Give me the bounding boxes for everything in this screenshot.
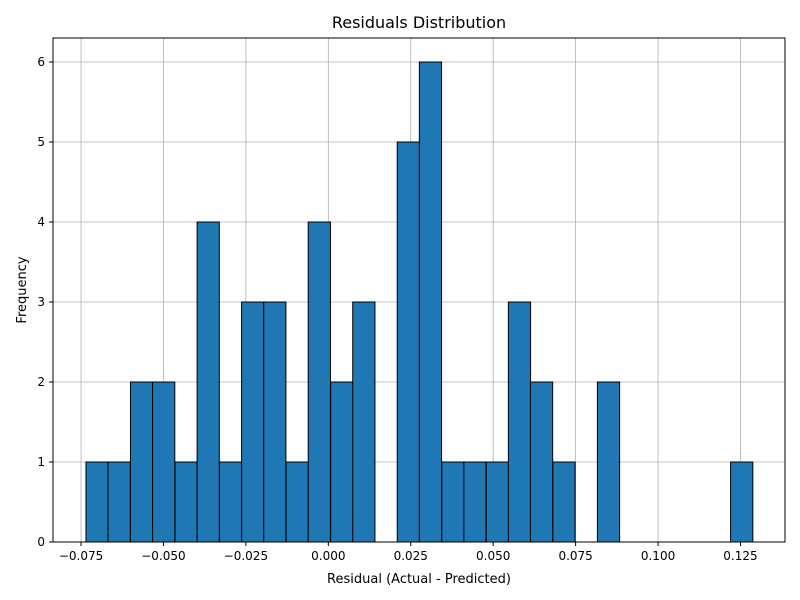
histogram-bar xyxy=(174,461,198,543)
x-tick-label: 0.025 xyxy=(394,549,428,563)
x-tick-label: 0.075 xyxy=(558,549,592,563)
histogram-bar xyxy=(352,301,376,543)
x-tick-label: 0.100 xyxy=(641,549,675,563)
histogram-bar xyxy=(463,461,487,543)
histogram-bar xyxy=(330,381,354,543)
y-tick-label: 3 xyxy=(37,295,45,309)
x-axis-title: Residual (Actual - Predicted) xyxy=(327,572,511,587)
histogram-bar xyxy=(552,461,576,543)
histogram-bar xyxy=(241,301,265,543)
y-tick-label: 6 xyxy=(37,55,45,69)
y-tick-label: 2 xyxy=(37,375,45,389)
histogram-bar xyxy=(263,301,287,543)
histogram-bar xyxy=(152,381,176,543)
y-axis-title: Frequency xyxy=(15,256,30,323)
histogram-bar xyxy=(730,461,754,543)
histogram-bar xyxy=(507,301,532,543)
histogram-bar xyxy=(129,381,154,543)
y-tick-label: 4 xyxy=(37,215,45,229)
histogram-bars xyxy=(85,61,754,543)
x-tick-label: −0.050 xyxy=(141,549,185,563)
x-axis-ticks: −0.075 −0.050 −0.025 0.000 0.025 0.050 0.075 0.… xyxy=(59,542,758,563)
histogram-bar xyxy=(441,461,465,543)
x-tick-label: 0.125 xyxy=(723,549,757,563)
x-tick-label: 0.050 xyxy=(476,549,510,563)
histogram-bar xyxy=(107,461,131,543)
x-tick-label: −0.025 xyxy=(224,549,268,563)
x-tick-label: 0.000 xyxy=(311,549,345,563)
histogram-bar xyxy=(396,141,420,543)
histogram-bar xyxy=(596,381,621,543)
histogram-bar xyxy=(485,461,509,543)
histogram-bar xyxy=(529,381,554,543)
x-tick-label: −0.075 xyxy=(59,549,103,563)
y-tick-label: 1 xyxy=(37,455,45,469)
histogram-bar xyxy=(418,61,443,543)
chart-title: Residuals Distribution xyxy=(332,13,506,32)
y-tick-label: 0 xyxy=(37,535,45,549)
histogram-bar xyxy=(219,461,243,543)
histogram-bar xyxy=(285,461,309,543)
histogram-bar xyxy=(307,221,331,543)
plot-frame xyxy=(52,37,786,543)
histogram-bar xyxy=(196,221,220,543)
y-axis-ticks: 0 1 2 3 4 5 6 xyxy=(37,55,53,549)
histogram-bar xyxy=(85,461,109,543)
y-tick-label: 5 xyxy=(37,135,45,149)
